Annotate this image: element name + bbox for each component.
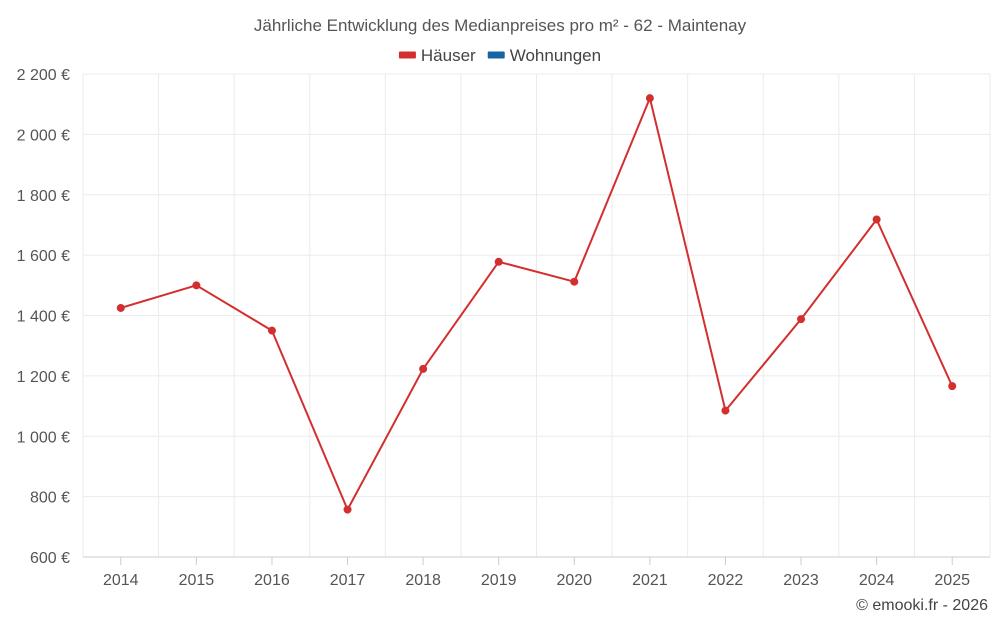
y-tick-label: 1 600 € — [17, 248, 70, 265]
data-point[interactable] — [419, 364, 428, 373]
x-tick-label: 2021 — [632, 572, 668, 589]
grid — [82, 73, 991, 557]
x-tick-label: 2023 — [783, 572, 819, 589]
legend-item-wohnungen[interactable]: Wohnungen — [487, 46, 601, 65]
data-point[interactable] — [343, 505, 352, 514]
y-tick-label: 1 800 € — [17, 188, 70, 205]
x-tick-label: 2020 — [556, 572, 592, 589]
axes: 600 € 800 € 1 000 € 1 200 € 1 400 € 1 600 € 1 … — [17, 67, 990, 589]
data-point[interactable] — [494, 257, 503, 266]
data-point[interactable] — [948, 382, 957, 391]
legend-swatch — [398, 51, 416, 59]
legend-item-häuser[interactable]: Häuser — [398, 46, 476, 65]
legend-label: Häuser — [421, 46, 476, 65]
x-tick-label: 2017 — [330, 572, 366, 589]
y-tick-label: 2 000 € — [17, 127, 70, 144]
data-point[interactable] — [645, 94, 654, 103]
chart-title: Jährliche Entwicklung des Medianpreises … — [254, 16, 747, 35]
x-tick-label: 2024 — [859, 572, 895, 589]
legend-label: Wohnungen — [510, 46, 601, 65]
y-tick-label: 800 € — [30, 490, 70, 507]
series-line-häuser — [120, 97, 954, 511]
x-tick-label: 2022 — [708, 572, 744, 589]
y-tick-label: 1 000 € — [17, 429, 70, 446]
data-point[interactable] — [797, 315, 806, 324]
legend-swatch — [487, 51, 505, 59]
data-point[interactable] — [570, 277, 579, 286]
x-tick-label: 2014 — [103, 572, 139, 589]
x-tick-label: 2016 — [254, 572, 290, 589]
y-tick-label: 2 200 € — [17, 67, 70, 84]
x-tick-label: 2019 — [481, 572, 517, 589]
data-point[interactable] — [116, 303, 125, 312]
x-tick-label: 2018 — [405, 572, 441, 589]
credit: © emooki.fr - 2026 — [856, 597, 988, 614]
y-tick-label: 1 200 € — [17, 369, 70, 386]
legend: Häuser Wohnungen — [398, 46, 601, 65]
data-point[interactable] — [872, 215, 881, 224]
y-tick-label: 1 400 € — [17, 309, 70, 326]
data-point[interactable] — [721, 406, 730, 415]
series-layer — [116, 94, 957, 514]
data-point[interactable] — [192, 281, 201, 290]
x-tick-label: 2015 — [179, 572, 215, 589]
y-tick-label: 600 € — [30, 550, 70, 567]
data-point[interactable] — [267, 326, 276, 335]
x-tick-label: 2025 — [934, 572, 970, 589]
